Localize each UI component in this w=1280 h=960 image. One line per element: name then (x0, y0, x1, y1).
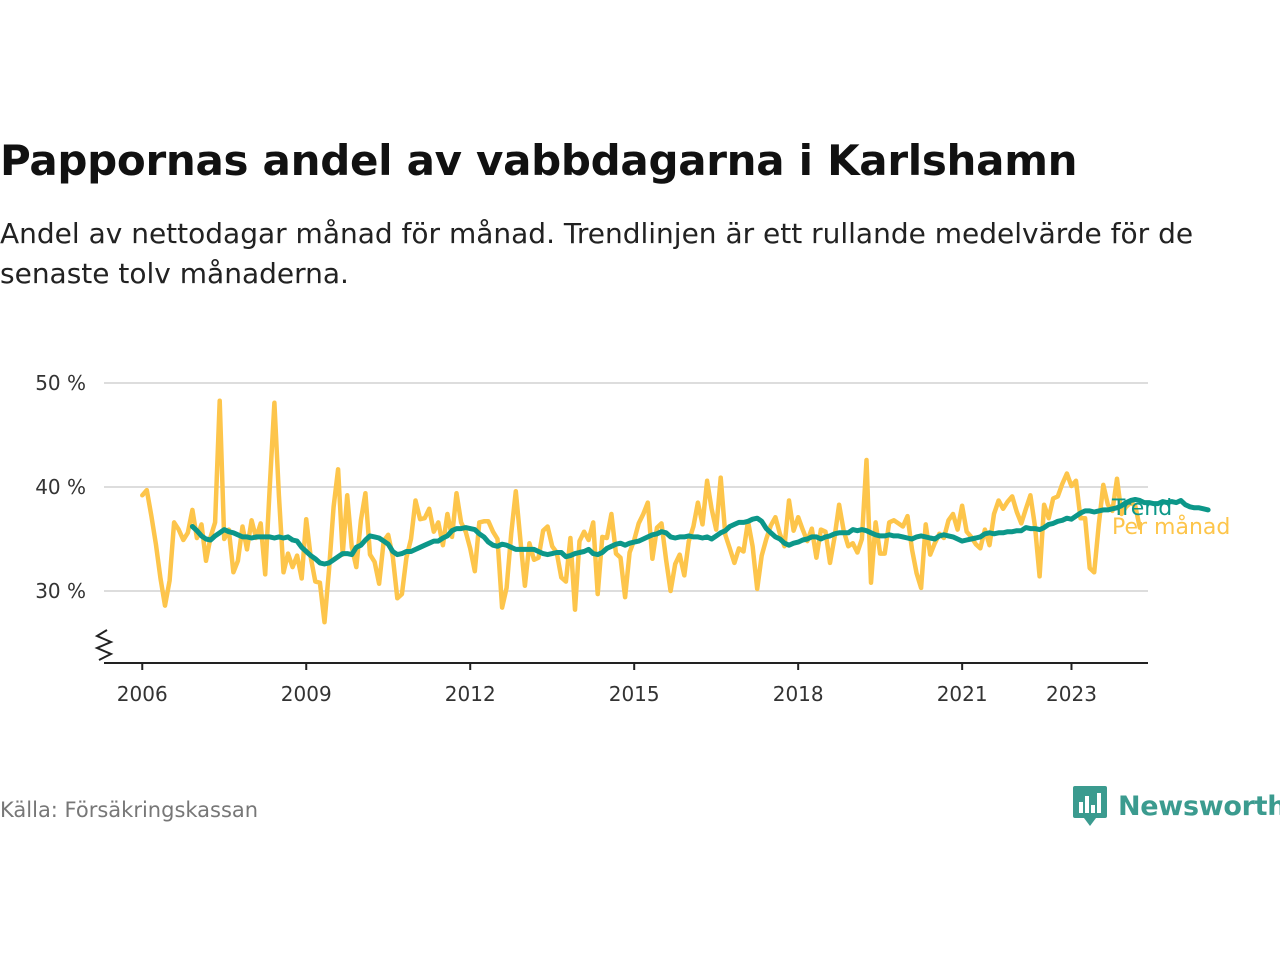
x-tick-label: 2023 (1046, 682, 1097, 706)
grid-lines (104, 382, 1148, 592)
y-tick-label: 40 % (35, 475, 86, 499)
x-tick-label: 2021 (937, 682, 988, 706)
x-tick-label: 2012 (445, 682, 496, 706)
axis-break-icon (94, 629, 114, 661)
series-label-trend: Trend (1111, 496, 1172, 521)
brand-logo: Newsworthy (1072, 784, 1280, 828)
x-tick-label: 2006 (117, 682, 168, 706)
series-line-trend (189, 497, 1211, 567)
y-tick-label: 50 % (35, 371, 86, 395)
series (140, 398, 1211, 625)
axes: 30 % 40 % 50 % 2006 2009 2012 2015 2018 2021 2023 (35, 371, 1148, 706)
chart-title: Pappornas andel av vabbdagarna i Karlsha… (0, 136, 1078, 185)
x-tick-label: 2018 (773, 682, 824, 706)
y-tick-label: 30 % (35, 579, 86, 603)
chart-subtitle: Andel av nettodagar månad för månad. Tre… (0, 217, 1194, 290)
x-tick-label: 2015 (609, 682, 660, 706)
newsworthy-icon (1073, 786, 1107, 826)
series-line-per-manad (140, 398, 1143, 625)
source-note: Källa: Försäkringskassan (0, 798, 259, 822)
series-label-per-manad: Per månad (1112, 514, 1230, 540)
x-tick-label: 2009 (281, 682, 332, 706)
brand-name: Newsworthy (1118, 790, 1280, 822)
